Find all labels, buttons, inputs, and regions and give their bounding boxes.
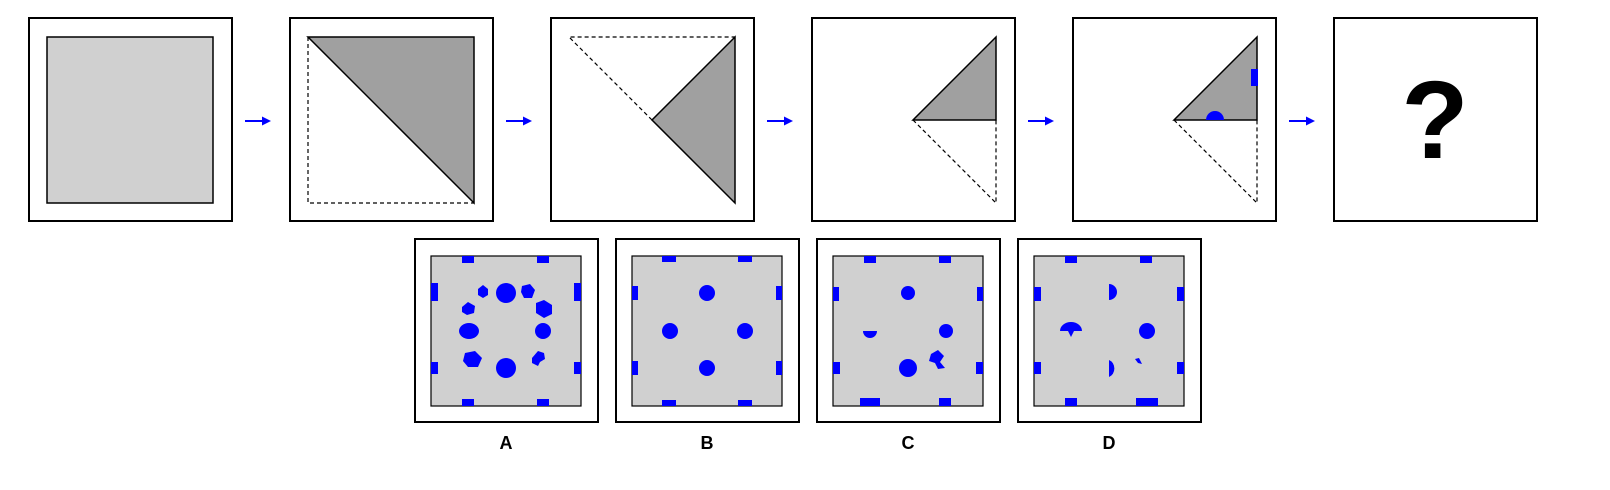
option-a[interactable]: A <box>414 238 599 453</box>
question-mark: ? <box>1401 59 1468 182</box>
sequence-panel-5 <box>1072 17 1277 222</box>
unfolded-paper <box>832 255 984 407</box>
folded-triangle <box>306 36 475 205</box>
arrow-head-icon <box>262 116 271 126</box>
arrow-head-icon <box>1306 116 1315 126</box>
panel-frame <box>1333 17 1538 222</box>
arrow-1 <box>245 116 271 126</box>
option-c[interactable]: C <box>816 238 1001 453</box>
punch-hole-rect-icon <box>1251 69 1258 86</box>
punch-holes <box>1034 256 1184 406</box>
sequence-panel-3 <box>550 17 755 222</box>
arrow-4 <box>1028 116 1054 126</box>
arrow-3 <box>767 116 793 126</box>
folded-triangle <box>911 35 997 121</box>
unfolded-paper <box>46 36 214 204</box>
option-b[interactable]: B <box>615 238 800 453</box>
sequence-panel-4 <box>811 17 1016 222</box>
sequence-panel-1 <box>28 17 233 222</box>
arrow-head-icon <box>784 116 793 126</box>
option-label: A <box>500 433 513 453</box>
arrow-2 <box>506 116 532 126</box>
option-label: D <box>1103 433 1116 453</box>
arrow-head-icon <box>523 116 532 126</box>
sequence-panel-6: ? <box>1333 17 1538 222</box>
option-label: B <box>701 433 714 453</box>
punch-holes <box>431 256 581 406</box>
option-label: C <box>902 433 915 453</box>
punch-holes <box>833 256 983 406</box>
unfolded-paper <box>631 255 783 407</box>
punch-holes <box>632 256 782 406</box>
folded-triangle <box>650 35 736 205</box>
arrow-5 <box>1289 116 1315 126</box>
fold-outline <box>307 37 474 204</box>
unfolded-paper <box>1033 255 1185 407</box>
sequence-panel-2 <box>289 17 494 222</box>
arrow-head-icon <box>1045 116 1054 126</box>
unfolded-paper <box>430 255 582 407</box>
punch-hole-semicircle-icon <box>1206 111 1224 120</box>
option-d[interactable]: D <box>1017 238 1202 453</box>
